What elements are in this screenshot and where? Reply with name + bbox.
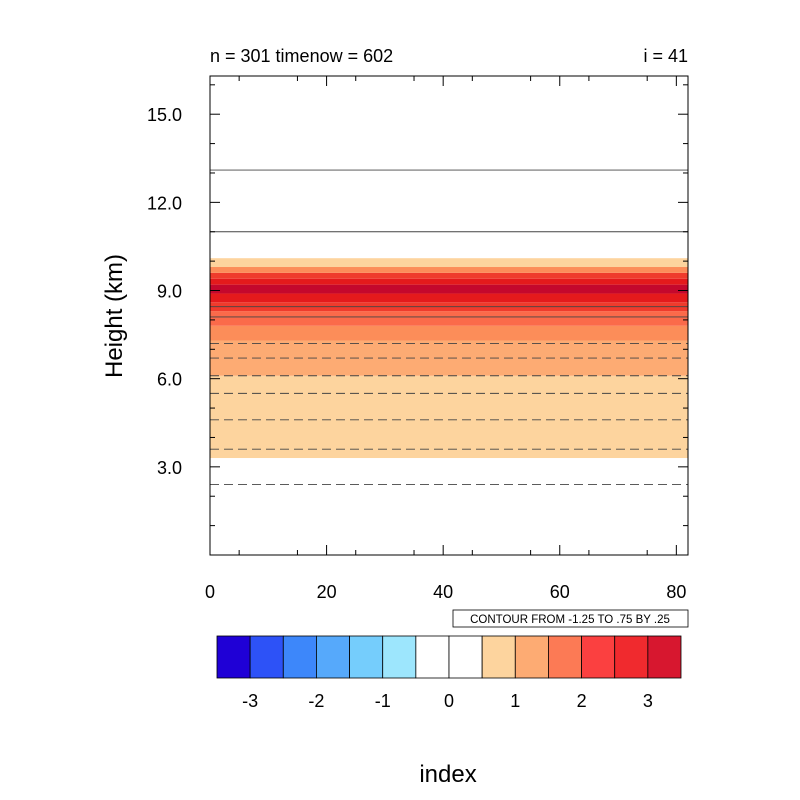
title-right: i = 41 (643, 46, 688, 66)
colorbar-label-6: 3 (643, 691, 653, 711)
colorbar-box-2 (282, 635, 317, 679)
fill-band-7 (210, 278, 688, 285)
fill-band-5 (210, 293, 688, 303)
colorbar-box-3 (316, 635, 350, 679)
colorbar-box-11 (581, 635, 616, 679)
x-tick-label-0: 0 (205, 582, 215, 602)
x-axis-label: index (419, 761, 476, 788)
y-tick-label-0: 3.0 (157, 458, 182, 478)
colorbar-label-3: 0 (444, 691, 454, 711)
y-tick-label-4: 15.0 (147, 105, 182, 125)
axis-ticks (209, 76, 688, 555)
fill-band-2 (210, 325, 688, 341)
colorbar-box-1 (249, 635, 284, 679)
colorbar-label-2: -1 (375, 691, 391, 711)
colorbar-box-0 (216, 635, 251, 679)
contour-lines (210, 169, 688, 485)
x-tick-label-1: 20 (317, 582, 337, 602)
fill-band-0 (210, 375, 688, 459)
colorbar-box-8 (481, 635, 516, 679)
fill-band-9 (210, 267, 688, 273)
colorbar-box-6 (415, 635, 450, 679)
y-axis-label: Height (km) (101, 254, 128, 378)
x-tick-label-3: 60 (550, 582, 570, 602)
fill-band-3 (210, 311, 688, 326)
colorbar-box-5 (382, 635, 417, 679)
title-left: n = 301 timenow = 602 (210, 46, 393, 66)
plot-frame (209, 75, 689, 556)
y-tick-labels: 3.0 6.0 9.0 12.0 15.0 (147, 105, 182, 478)
colorbar-box-13 (647, 635, 682, 679)
x-tick-label-4: 80 (666, 582, 686, 602)
y-tick-label-2: 9.0 (157, 282, 182, 302)
colorbar-label-0: -3 (242, 691, 258, 711)
colorbar-box-4 (349, 635, 384, 679)
colorbar-label-4: 1 (510, 691, 520, 711)
contour-info-text: CONTOUR FROM -1.25 TO .75 BY .25 (470, 614, 670, 626)
contour-info-box (452, 609, 689, 628)
fill-band-8 (210, 272, 688, 279)
y-tick-label-1: 6.0 (157, 370, 182, 390)
colorbar-box-12 (614, 635, 649, 679)
colorbar-labels: -3 -2 -1 0 1 2 3 (242, 691, 653, 711)
colorbar-box-9 (514, 635, 549, 679)
fill-band-6 (210, 284, 688, 294)
fill-band-10 (210, 258, 688, 268)
colorbar-label-5: 2 (577, 691, 587, 711)
colorbar-label-1: -2 (308, 691, 324, 711)
colorbar-box-7 (448, 635, 483, 679)
x-tick-label-2: 40 (433, 582, 453, 602)
y-tick-label-3: 12.0 (147, 193, 182, 213)
colorbar (216, 635, 682, 679)
x-tick-labels: 0 20 40 60 80 (205, 582, 686, 602)
colorbar-box-10 (548, 635, 582, 679)
